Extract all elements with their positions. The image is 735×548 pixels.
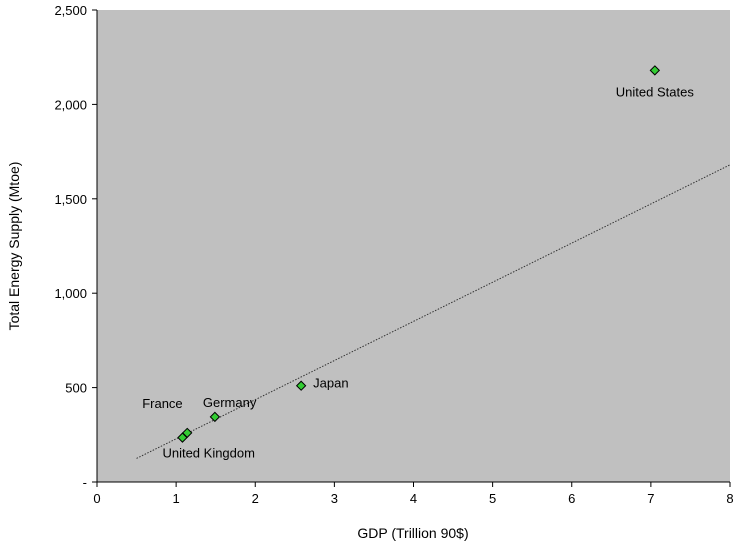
trendline bbox=[136, 164, 731, 459]
y-axis-title: Total Energy Supply (Mtoe) bbox=[6, 162, 22, 331]
y-tick-label: 2,500 bbox=[54, 3, 87, 18]
trendline-layer bbox=[136, 164, 731, 459]
plot-area bbox=[97, 10, 730, 482]
x-tick-label: 2 bbox=[252, 491, 259, 506]
point-japan bbox=[295, 380, 307, 391]
y-tick-label: 500 bbox=[65, 381, 87, 396]
y-tick-label: 1,000 bbox=[54, 286, 87, 301]
point-label-united-kingdom: United Kingdom bbox=[162, 446, 255, 461]
x-axis-title: GDP (Trillion 90$) bbox=[357, 525, 468, 541]
y-tick-label: 2,000 bbox=[54, 97, 87, 112]
point-label-japan: Japan bbox=[313, 376, 348, 391]
point-labels: United States Japan Germany France United Ki… bbox=[142, 84, 694, 460]
x-tick-label: 3 bbox=[331, 491, 338, 506]
point-germany bbox=[209, 411, 221, 423]
x-tick-label: 7 bbox=[647, 491, 654, 506]
data-points bbox=[177, 65, 661, 443]
axis-ticks: 0 1 2 3 4 5 6 7 8 - 500 1,000 1,500 2,000 2,500 bbox=[54, 3, 733, 506]
y-tick-label: 1,500 bbox=[54, 192, 87, 207]
x-tick-label: 4 bbox=[410, 491, 417, 506]
x-tick-label: 8 bbox=[726, 491, 733, 506]
point-label-united-states: United States bbox=[616, 84, 695, 99]
point-united-kingdom bbox=[177, 432, 188, 443]
x-tick-label: 6 bbox=[568, 491, 575, 506]
point-united-states bbox=[649, 65, 661, 76]
x-tick-label: 0 bbox=[93, 491, 100, 506]
x-tick-label: 5 bbox=[489, 491, 496, 506]
point-label-france: France bbox=[142, 396, 182, 411]
y-tick-label: - bbox=[83, 475, 87, 490]
point-label-germany: Germany bbox=[203, 395, 257, 410]
x-tick-label: 1 bbox=[173, 491, 180, 506]
